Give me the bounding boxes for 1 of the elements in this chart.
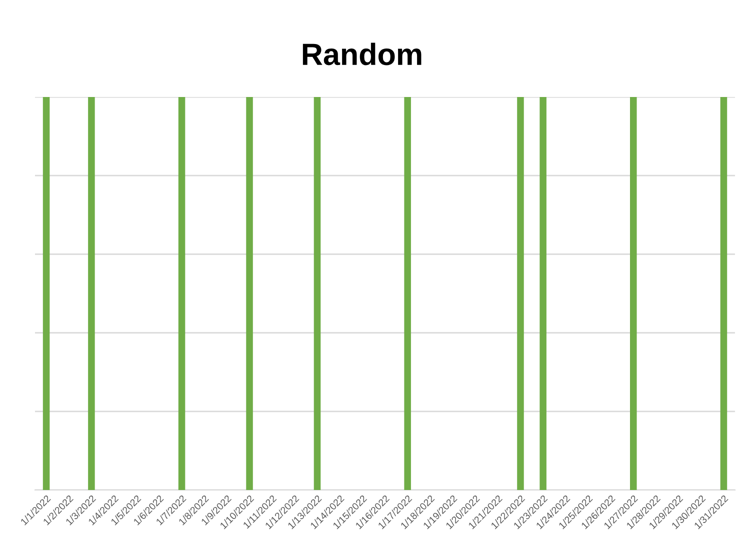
chart-title: Random [302,42,422,66]
